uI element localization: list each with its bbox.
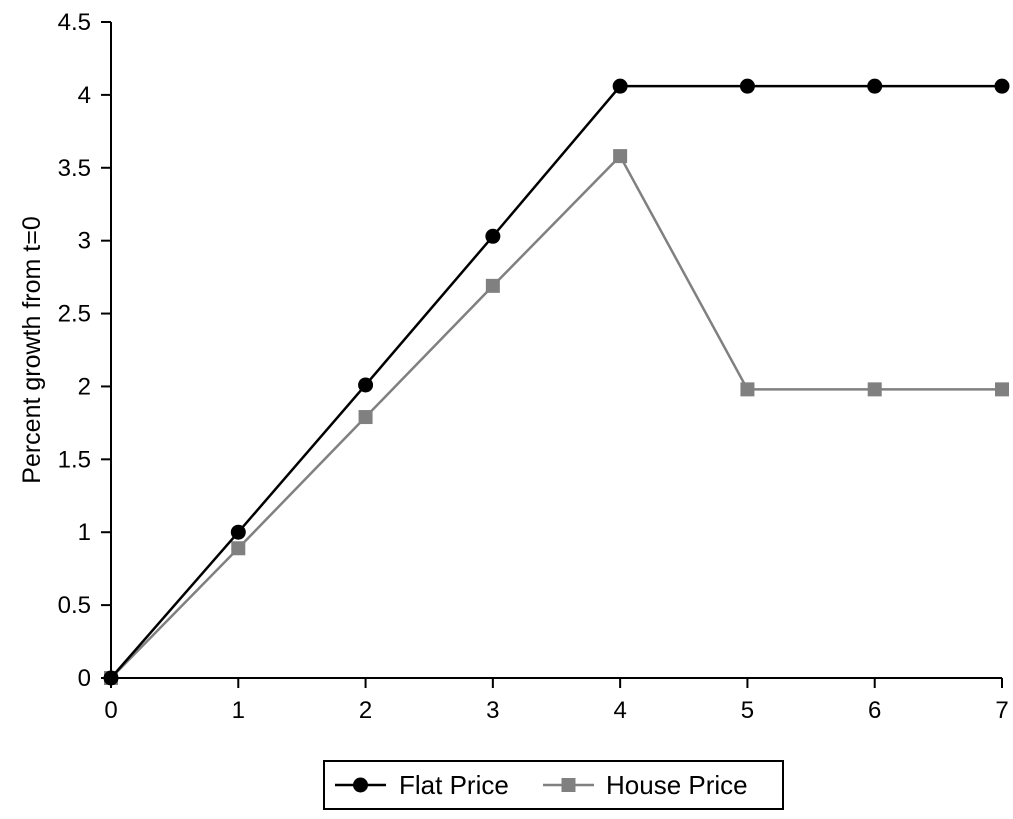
- flat-price-point: [612, 78, 628, 94]
- y-axis-title: Percent growth from t=0: [18, 216, 46, 483]
- legend-flat-price-marker: [353, 777, 368, 793]
- series-layer: [103, 78, 1010, 686]
- y-tick-label: 1.5: [58, 446, 91, 473]
- flat-price-point: [358, 377, 374, 393]
- axes: 0 0.5 1 1.5 2 2.5 3 3.5 4 4.5 0 1 2 3 4 5 6 7: [58, 9, 1009, 724]
- house-price-point: [867, 382, 882, 397]
- y-tick-label: 3: [78, 228, 91, 255]
- flat-price-point: [230, 524, 246, 540]
- flat-price-point: [739, 78, 755, 94]
- house-price-point: [740, 382, 755, 397]
- house-price-point: [485, 278, 500, 293]
- y-tick-label: 4.5: [58, 9, 91, 36]
- house-price-point: [358, 410, 373, 425]
- y-tick-label: 2: [78, 373, 91, 400]
- x-tick-label: 4: [613, 697, 626, 724]
- house-price-point: [231, 541, 246, 556]
- legend: Flat Price House Price: [323, 760, 784, 810]
- flat-price-point: [485, 228, 501, 244]
- flat-price-point: [103, 670, 119, 686]
- legend-house-price-marker: [561, 778, 576, 792]
- y-tick-label: 0.5: [58, 592, 91, 619]
- flat-price-point: [867, 78, 883, 94]
- house-price-point: [613, 149, 628, 164]
- x-tick-label: 1: [232, 697, 245, 724]
- x-tick-label: 6: [868, 697, 881, 724]
- y-tick-label: 1: [78, 519, 91, 546]
- y-tick-label: 4: [78, 82, 91, 109]
- y-tick-label: 2.5: [58, 301, 91, 328]
- flat-price-line: [110, 84, 1002, 679]
- x-tick-label: 3: [486, 697, 499, 724]
- x-tick-label: 2: [359, 697, 372, 724]
- x-tick-label: 5: [741, 697, 754, 724]
- x-tick-label: 7: [995, 697, 1008, 724]
- flat-price-point: [994, 78, 1010, 94]
- legend-house-price-label: House Price: [606, 770, 748, 800]
- y-tick-label: 3.5: [58, 155, 91, 182]
- house-price-point: [995, 382, 1009, 397]
- legend-flat-price-label: Flat Price: [399, 770, 509, 800]
- house-price-line: [110, 154, 1002, 679]
- x-tick-label: 0: [104, 697, 117, 724]
- y-tick-label: 0: [78, 665, 91, 692]
